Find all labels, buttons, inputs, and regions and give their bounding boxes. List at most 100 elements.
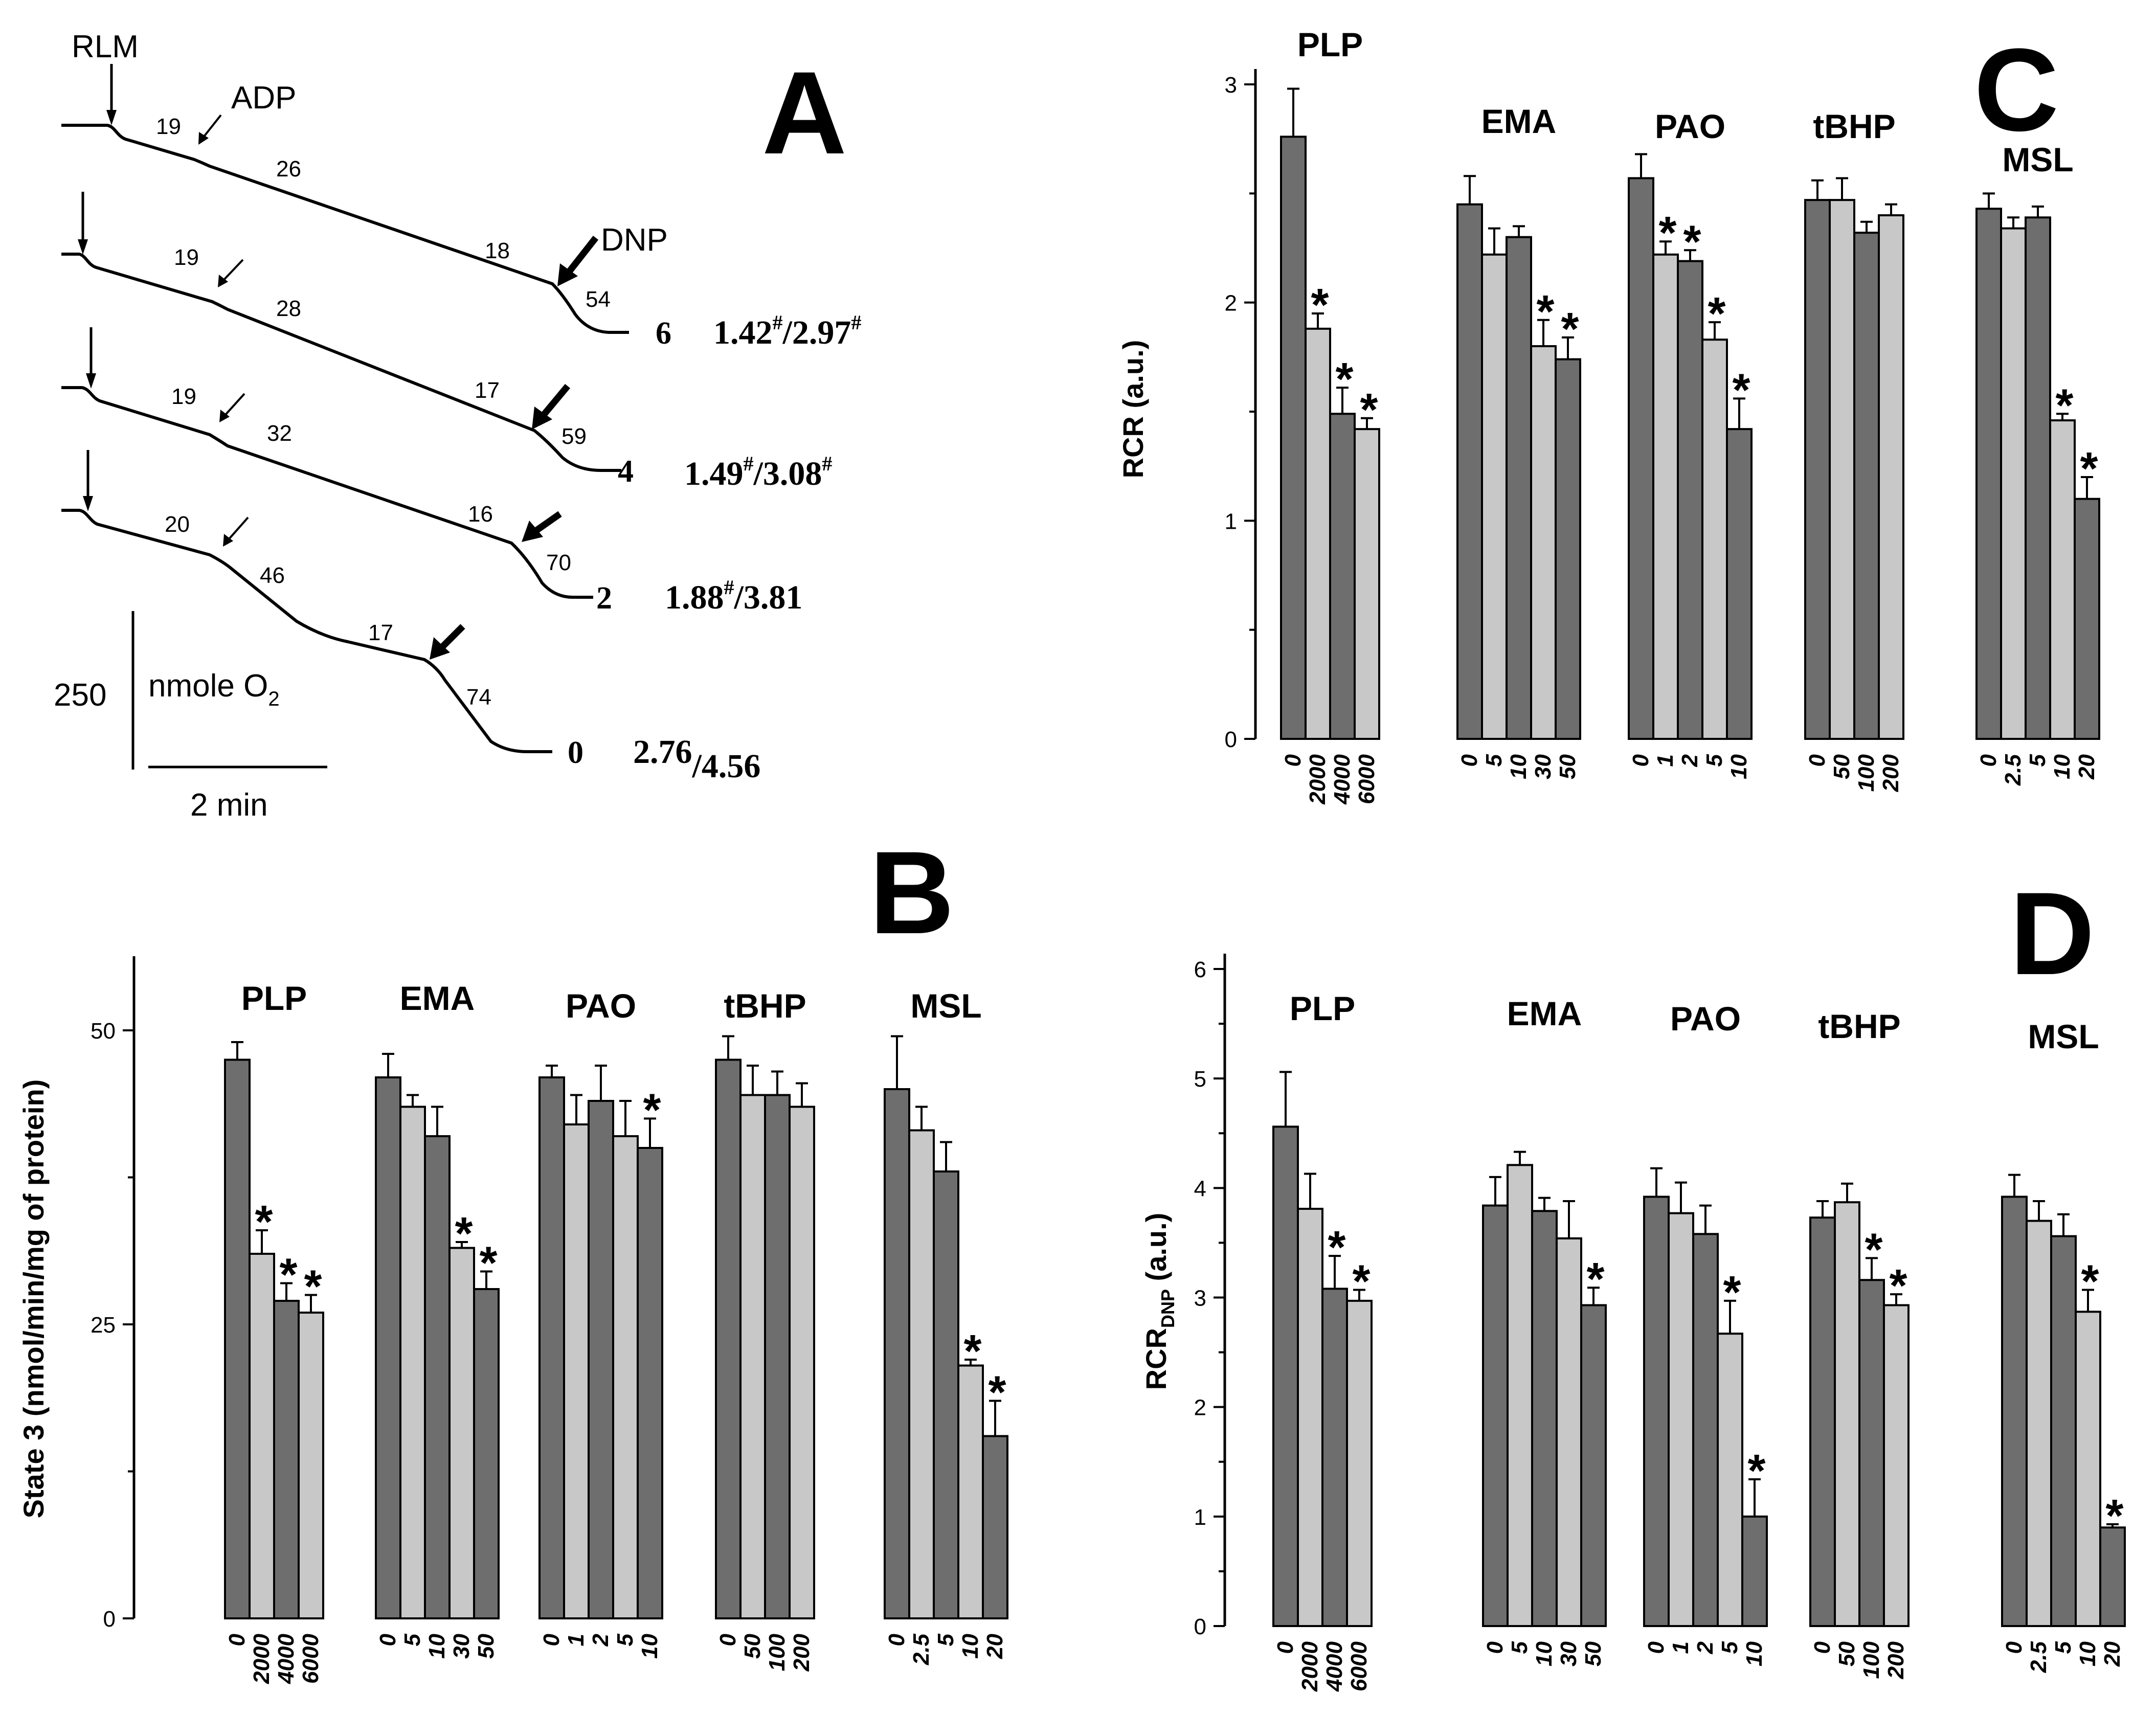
- category-label: 0: [1457, 754, 1482, 766]
- y-tick-label: 0: [1225, 727, 1237, 752]
- category-label: 0: [1273, 1641, 1298, 1654]
- panel-c-letter: C: [1974, 24, 2059, 155]
- category-label: 0: [1810, 1641, 1835, 1654]
- category-label: 0: [1644, 1641, 1669, 1654]
- category-label: 30: [1556, 1641, 1581, 1666]
- group-label-tbhp: tBHP: [1818, 1007, 1900, 1045]
- category-label: 5: [933, 1633, 958, 1646]
- bar: [1329, 413, 1356, 740]
- category-label: 2: [1693, 1641, 1718, 1654]
- bar: [637, 1147, 663, 1619]
- significance-star: *: [988, 1367, 1006, 1418]
- bar: [2049, 419, 2076, 740]
- category-label: 30: [1531, 754, 1556, 779]
- bar: [273, 1300, 300, 1619]
- trace-2-rate-4: 70: [546, 550, 571, 575]
- y-tick-label: 1: [1194, 1505, 1206, 1530]
- category-label: 2: [1677, 754, 1702, 767]
- category-label: 10: [1506, 754, 1531, 779]
- y-tick-label: 25: [91, 1313, 116, 1338]
- significance-star: *: [2105, 1491, 2123, 1542]
- bar: [1883, 1304, 1910, 1628]
- trace-0-concentration: 0: [568, 735, 583, 770]
- bar: [563, 1123, 590, 1619]
- bar: [1643, 1196, 1670, 1627]
- bar: [1321, 1288, 1348, 1628]
- category-label: 0: [1805, 754, 1830, 766]
- trace-2-ratio: 1.88#/3.81: [665, 576, 802, 616]
- panel-a-oxygraph: A RLM ADP DNP: [54, 29, 861, 823]
- category-label: 5: [1702, 754, 1727, 766]
- group-label-tbhp: tBHP: [1813, 107, 1895, 145]
- bar: [1804, 199, 1831, 740]
- significance-star: *: [1561, 304, 1579, 355]
- group-label-msl: MSL: [910, 987, 981, 1025]
- y-axis-label-C: RCR (a.u.): [1117, 340, 1149, 479]
- category-label: 30: [449, 1633, 474, 1658]
- oxygen-scale-value: 250: [54, 678, 106, 713]
- panel-a-letter: A: [762, 47, 847, 178]
- y-tick-label: 4: [1194, 1176, 1206, 1201]
- category-label: 0: [1281, 754, 1306, 766]
- significance-star: *: [1683, 216, 1701, 267]
- category-label: 2.5: [909, 1633, 934, 1665]
- adp-label: ADP: [231, 80, 296, 116]
- bar: [1507, 1164, 1533, 1628]
- category-label: 1: [1668, 1641, 1693, 1654]
- category-label: 50: [1581, 1641, 1606, 1666]
- category-label: 10: [958, 1633, 983, 1658]
- bar: [1834, 1201, 1860, 1628]
- group-label-plp: PLP: [1290, 989, 1355, 1027]
- y-tick-label: 3: [1194, 1286, 1206, 1311]
- bar: [1975, 208, 2002, 740]
- group-label-ema: EMA: [1507, 995, 1582, 1032]
- trace-4-rate-1: 19: [174, 245, 199, 270]
- trace-0-ratio: 2.76/4.56: [633, 733, 760, 785]
- bar: [1354, 428, 1380, 740]
- bar: [1456, 203, 1483, 740]
- significance-star: *: [304, 1261, 322, 1313]
- bar: [957, 1364, 984, 1619]
- bar: [1677, 260, 1703, 740]
- bar: [1628, 177, 1654, 740]
- bar: [2000, 227, 2027, 740]
- trace-4-rate-3: 17: [475, 378, 500, 403]
- bar: [424, 1135, 451, 1619]
- category-label: 4000: [274, 1633, 299, 1684]
- bar: [1692, 1233, 1719, 1628]
- significance-star: *: [2055, 380, 2073, 431]
- bar: [1741, 1515, 1768, 1627]
- bar: [1506, 236, 1532, 740]
- category-label: 0: [884, 1633, 909, 1646]
- bar: [2050, 1235, 2077, 1627]
- group-label-ema: EMA: [400, 979, 475, 1017]
- category-label: 2.5: [2026, 1641, 2051, 1673]
- y-tick-label: 1: [1225, 509, 1237, 534]
- bar: [1280, 136, 1307, 740]
- bar: [1701, 339, 1728, 740]
- bar: [1853, 232, 1880, 740]
- category-label: 0: [539, 1633, 564, 1646]
- trace-0-rate-2: 46: [260, 563, 285, 588]
- category-label: 50: [740, 1633, 765, 1658]
- significance-star: *: [1360, 385, 1378, 436]
- category-label: 10: [1726, 754, 1751, 779]
- category-label: 10: [2075, 1641, 2100, 1666]
- significance-star: *: [2080, 443, 2098, 494]
- trace-0-rate-3: 17: [368, 620, 393, 645]
- significance-star: *: [455, 1208, 473, 1259]
- y-tick-label: 5: [1194, 1067, 1206, 1092]
- y-tick-label: 2: [1225, 291, 1237, 316]
- bar: [1717, 1333, 1743, 1628]
- bar: [884, 1088, 910, 1619]
- significance-star: *: [1723, 1267, 1741, 1318]
- bar: [933, 1170, 959, 1619]
- bar: [789, 1106, 815, 1619]
- bar: [2025, 216, 2051, 740]
- group-label-msl: MSL: [2028, 1018, 2099, 1055]
- bar: [982, 1435, 1008, 1619]
- group-label-pao: PAO: [566, 987, 636, 1025]
- significance-star: *: [1536, 286, 1554, 337]
- bar: [1481, 253, 1508, 740]
